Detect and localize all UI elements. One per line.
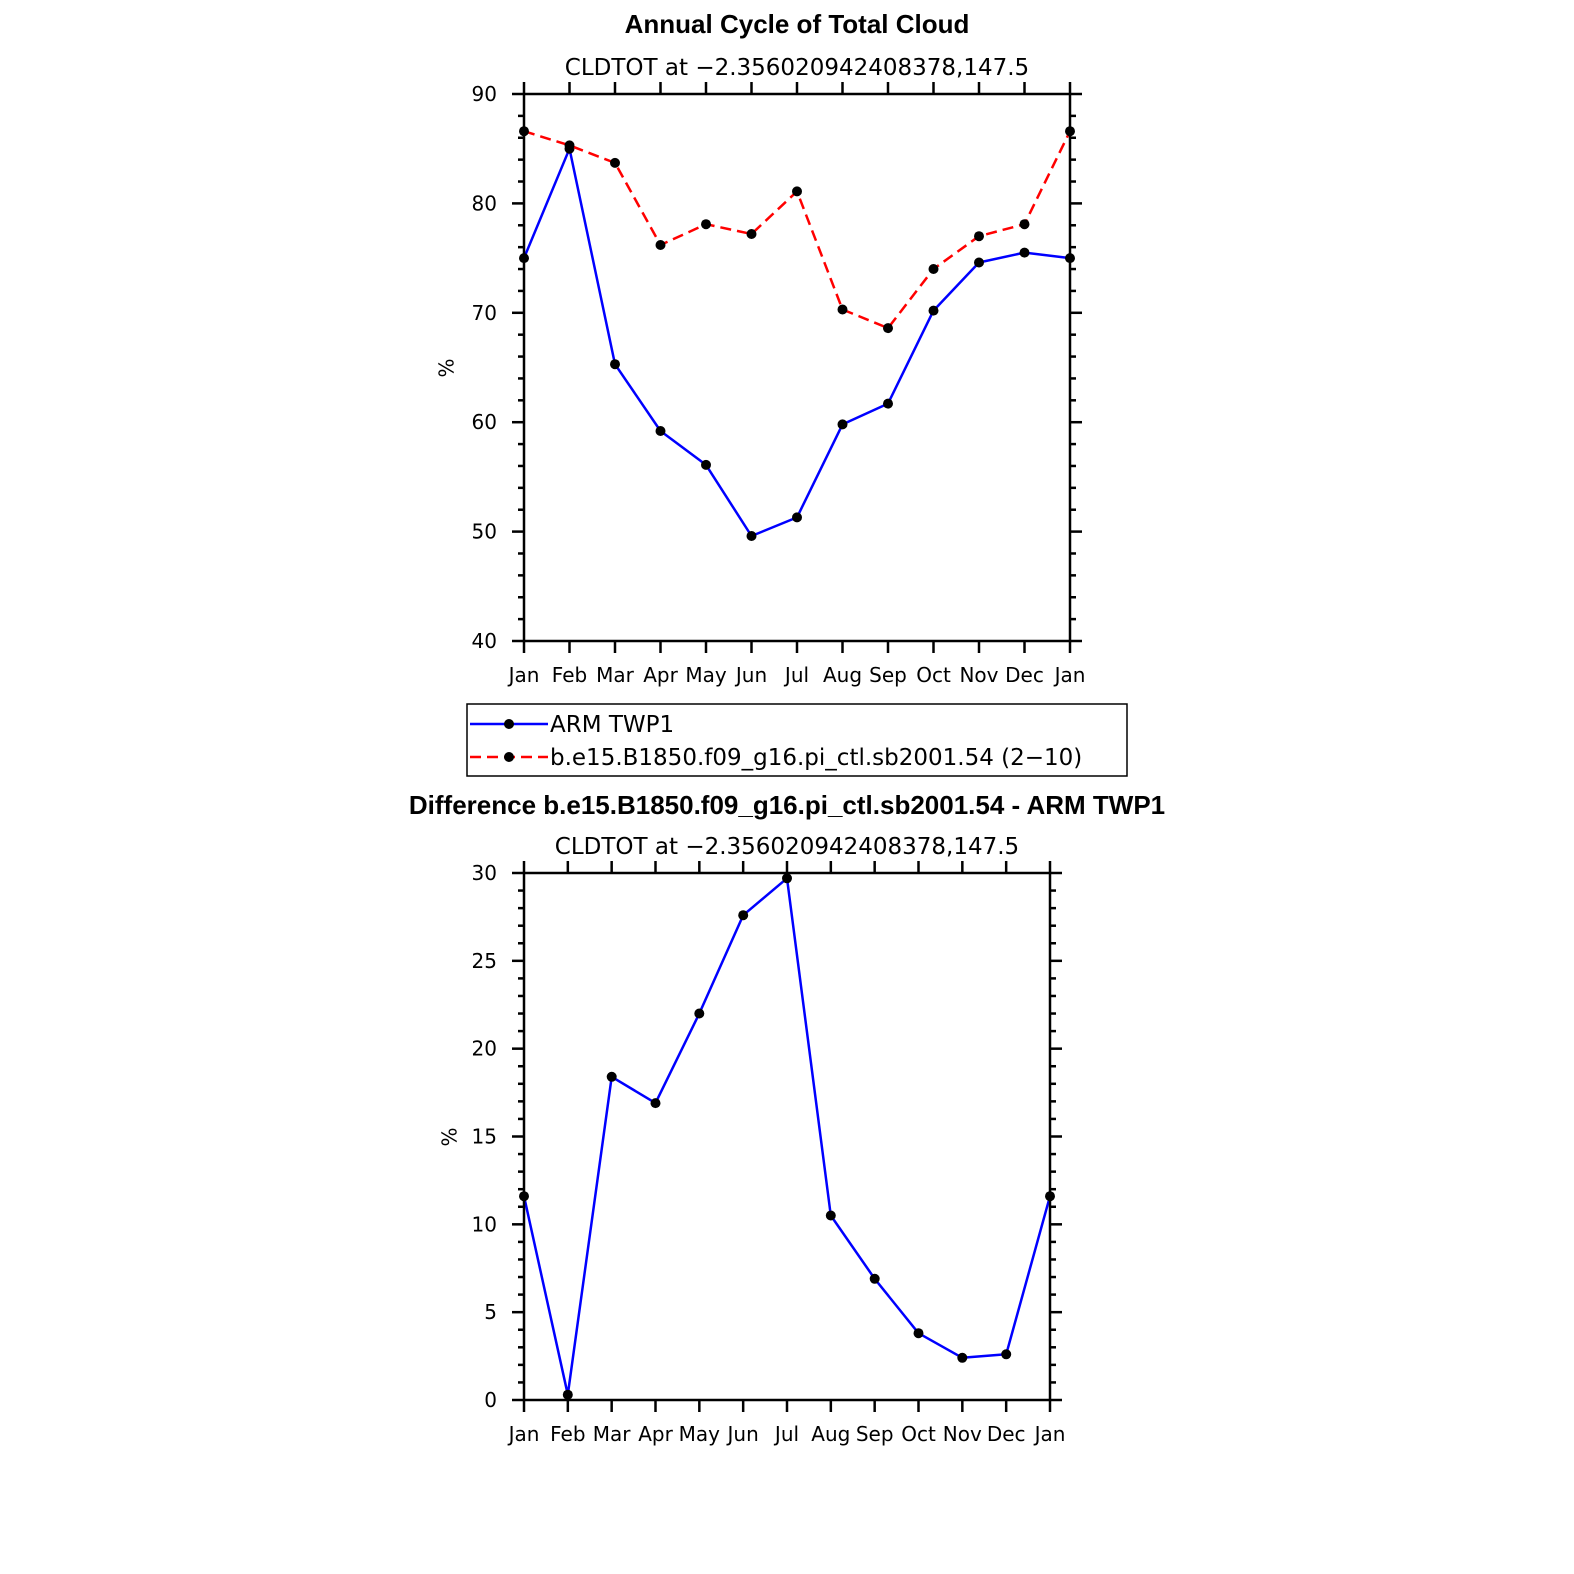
data-point-b-e15-b1850-f09-g16-pi-ctl-sb2001-54-2-1-9 <box>883 323 893 334</box>
chart-title: Difference b.e15.B1850.f09_g16.pi_ctl.sb… <box>409 790 1165 820</box>
y-tick-label: 20 <box>472 1037 497 1061</box>
data-point-arm-twp1-6 <box>746 531 757 541</box>
legend: ARM TWP1 b.e15.B1850.f09_g16.pi_ctl.sb20… <box>466 703 1128 777</box>
x-tick-label: Dec <box>987 1422 1026 1446</box>
x-tick-label: Dec <box>1005 663 1044 687</box>
legend-marker-arm-twp1 <box>504 719 514 729</box>
y-tick-label: 0 <box>484 1388 497 1412</box>
data-point-b-e15-b1850-f09-g16-pi-ctl-sb2001-54-2-1-12 <box>1019 219 1030 230</box>
data-point-b-e15-b1850-f09-g16-pi-ctl-sb2001-54-2-1-4 <box>655 240 666 250</box>
y-tick-label: 25 <box>472 949 497 973</box>
data-point-arm-twp1-8 <box>837 419 848 430</box>
x-tick-label: Apr <box>638 1422 673 1446</box>
x-tick-label: May <box>685 663 727 687</box>
data-point-b-e15-b1850-f09-g16-pi-ctl-sb2001-54-2-1-7 <box>792 186 802 197</box>
data-point-arm-twp1-5 <box>701 459 711 470</box>
data-point-series-1-8 <box>825 1210 836 1221</box>
data-point-series-1-5 <box>694 1008 705 1019</box>
x-tick-label: Oct <box>901 1422 936 1446</box>
y-tick-label: 30 <box>472 861 497 885</box>
data-point-arm-twp1-9 <box>883 398 893 409</box>
chart-subtitle: CLDTOT at −2.356020942408378,147.5 <box>555 834 1019 860</box>
data-point-arm-twp1-7 <box>792 512 802 523</box>
x-tick-label: Jun <box>734 663 767 687</box>
axes-layer: Jan Feb Mar Apr May Jun Jul Aug Sep Oct Nov Dec Jan 0… <box>472 861 1066 1446</box>
series-line-b-e15-b1850-f09-g16-pi-ctl-sb2001-54-2-1 <box>523 130 1072 330</box>
data-point-series-1-4 <box>650 1098 661 1109</box>
y-tick-label: 40 <box>472 629 497 653</box>
y-tick-label: 10 <box>472 1212 497 1236</box>
y-tick-label: 90 <box>472 82 497 106</box>
y-tick-label: 15 <box>472 1125 497 1149</box>
x-tick-label: Jul <box>783 663 809 687</box>
x-tick-label: Jan <box>1053 663 1086 687</box>
y-tick-label: 80 <box>472 191 497 215</box>
y-axis-label: % <box>438 1127 462 1146</box>
series-layer <box>519 873 1055 1400</box>
data-point-series-1-11 <box>957 1352 968 1363</box>
data-point-b-e15-b1850-f09-g16-pi-ctl-sb2001-54-2-1-3 <box>610 157 620 168</box>
x-tick-label: Nov <box>943 1422 982 1446</box>
series-line-series-1 <box>522 877 1052 1396</box>
data-point-series-1-9 <box>869 1273 880 1284</box>
x-tick-label: Sep <box>856 1422 894 1446</box>
legend-label-arm-twp1: ARM TWP1 <box>550 712 674 738</box>
data-point-b-e15-b1850-f09-g16-pi-ctl-sb2001-54-2-1-6 <box>746 229 757 239</box>
data-point-arm-twp1-10 <box>928 305 939 316</box>
data-point-arm-twp1-3 <box>610 359 620 370</box>
data-point-arm-twp1-12 <box>1019 247 1030 258</box>
legend-label-model: b.e15.B1850.f09_g16.pi_ctl.sb2001.54 (2−… <box>550 745 1082 771</box>
y-tick-label: 70 <box>472 301 497 325</box>
chart-title: Annual Cycle of Total Cloud <box>625 9 970 39</box>
x-tick-label: Jan <box>1033 1422 1066 1446</box>
plot-frame <box>522 92 1072 643</box>
data-point-series-1-7 <box>782 873 792 884</box>
legend-box <box>466 703 1128 777</box>
chart-subtitle: CLDTOT at −2.356020942408378,147.5 <box>565 55 1029 81</box>
x-tick-label: May <box>679 1422 721 1446</box>
data-point-b-e15-b1850-f09-g16-pi-ctl-sb2001-54-2-1-10 <box>928 264 939 274</box>
data-point-b-e15-b1850-f09-g16-pi-ctl-sb2001-54-2-1-5 <box>701 219 711 230</box>
x-tick-label: Feb <box>552 663 587 687</box>
series-line-arm-twp1 <box>522 147 1071 538</box>
data-point-series-1-12 <box>1001 1349 1012 1360</box>
data-point-series-1-3 <box>606 1071 617 1082</box>
y-tick-label: 60 <box>472 410 497 434</box>
x-tick-label: Apr <box>643 663 678 687</box>
x-tick-label: Aug <box>811 1422 850 1446</box>
x-tick-label: Mar <box>596 663 635 687</box>
y-tick-label: 5 <box>484 1300 497 1324</box>
x-tick-label: Oct <box>916 663 951 687</box>
annual-cycle-chart: Annual Cycle of Total Cloud CLDTOT at −2… <box>435 9 1128 777</box>
data-point-series-1-10 <box>913 1328 924 1339</box>
y-tick-label: 50 <box>472 520 497 544</box>
axes-layer: Jan Feb Mar Apr May Jun Jul Aug Sep Oct Nov Dec Jan 4… <box>472 82 1086 687</box>
data-point-b-e15-b1850-f09-g16-pi-ctl-sb2001-54-2-1-8 <box>837 304 848 315</box>
legend-marker-model <box>504 752 514 762</box>
x-tick-label: Mar <box>593 1422 632 1446</box>
series-layer <box>519 126 1075 541</box>
x-tick-label: Jan <box>507 663 540 687</box>
data-point-b-e15-b1850-f09-g16-pi-ctl-sb2001-54-2-1-2 <box>564 140 575 151</box>
x-tick-label: Sep <box>869 663 907 687</box>
x-tick-label: Feb <box>550 1422 585 1446</box>
x-tick-label: Nov <box>959 663 998 687</box>
x-tick-label: Jan <box>507 1422 540 1446</box>
data-point-series-1-2 <box>562 1389 573 1400</box>
x-tick-label: Aug <box>823 663 862 687</box>
x-tick-label: Jul <box>773 1422 799 1446</box>
data-point-series-1-6 <box>738 910 749 921</box>
data-point-arm-twp1-11 <box>974 257 984 268</box>
difference-chart: Difference b.e15.B1850.f09_g16.pi_ctl.sb… <box>409 790 1165 1446</box>
y-axis-label: % <box>435 358 459 377</box>
x-tick-label: Jun <box>726 1422 759 1446</box>
data-point-arm-twp1-4 <box>655 426 666 436</box>
data-point-b-e15-b1850-f09-g16-pi-ctl-sb2001-54-2-1-11 <box>974 231 984 242</box>
